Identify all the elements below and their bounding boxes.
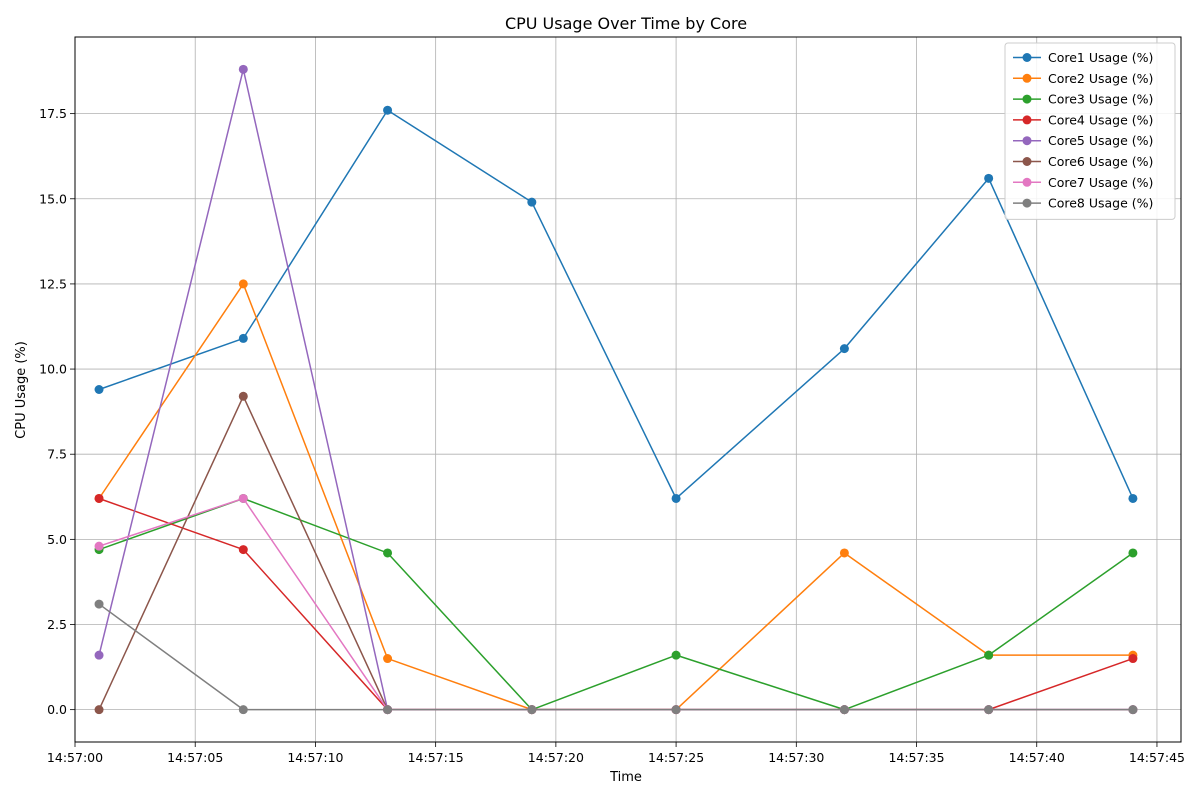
plot-frame (74, 36, 1182, 743)
legend-marker (1022, 177, 1032, 187)
data-point (94, 650, 104, 660)
chart-title: CPU Usage Over Time by Core (505, 14, 747, 33)
y-tick-label: 5.0 (47, 532, 67, 547)
legend-item: Core7 Usage (%) (1013, 175, 1153, 190)
data-point (984, 650, 994, 660)
legend-marker (1022, 94, 1032, 104)
data-point (671, 493, 681, 503)
data-point (1128, 548, 1138, 558)
x-tick-label: 14:57:40 (1009, 750, 1065, 765)
series-core8 (94, 599, 1138, 715)
legend: Core1 Usage (%) Core2 Usage (%) Core3 Usag… (1004, 42, 1176, 220)
legend-item: Core1 Usage (%) (1013, 50, 1153, 65)
legend-label: Core8 Usage (%) (1048, 196, 1153, 211)
data-point (383, 548, 393, 558)
legend-marker (1022, 198, 1032, 208)
data-point (671, 705, 681, 715)
data-point (671, 650, 681, 660)
data-point (94, 599, 104, 609)
legend-item: Core2 Usage (%) (1013, 71, 1153, 86)
legend-item: Core5 Usage (%) (1013, 133, 1153, 148)
data-point (238, 493, 248, 503)
data-point (94, 541, 104, 551)
data-point (238, 545, 248, 555)
legend-item: Core3 Usage (%) (1013, 92, 1153, 107)
y-axis: 0.0 2.5 5.0 7.5 10.0 12.5 15.0 17.5 (39, 106, 75, 717)
x-axis: 14:57:00 14:57:05 14:57:10 14:57:15 14:57:20… (47, 742, 1185, 765)
data-point (984, 173, 994, 183)
legend-marker (1022, 53, 1032, 62)
y-tick-label: 15.0 (39, 191, 67, 206)
data-point (238, 705, 248, 715)
x-tick-label: 14:57:30 (768, 750, 824, 765)
series-line (98, 603, 1133, 711)
legend-label: Core6 Usage (%) (1048, 154, 1153, 169)
data-point (527, 197, 537, 207)
data-point (839, 548, 849, 558)
series-line (98, 109, 1134, 500)
legend-box (1004, 42, 1176, 220)
y-tick-label: 0.0 (47, 702, 67, 717)
series-core1 (94, 105, 1138, 503)
x-tick-label: 14:57:35 (888, 750, 944, 765)
y-tick-label: 12.5 (39, 276, 67, 291)
data-point (94, 705, 104, 715)
y-tick-label: 10.0 (39, 362, 67, 377)
data-point (984, 705, 994, 715)
y-tick-label: 7.5 (47, 447, 67, 462)
data-point (94, 385, 104, 394)
data-point (383, 705, 393, 715)
data-point (1128, 493, 1138, 503)
legend-marker (1022, 73, 1032, 83)
legend-label: Core4 Usage (%) (1048, 112, 1153, 127)
series-layer (94, 64, 1138, 715)
data-point (238, 279, 248, 289)
legend-label: Core7 Usage (%) (1048, 175, 1153, 190)
data-point (383, 105, 393, 115)
data-point (1128, 705, 1138, 715)
data-point (839, 344, 849, 354)
data-point (94, 493, 104, 503)
legend-marker (1022, 157, 1032, 166)
legend-item: Core6 Usage (%) (1013, 154, 1153, 169)
data-point (383, 654, 393, 664)
legend-item: Core8 Usage (%) (1013, 196, 1153, 211)
x-tick-label: 14:57:15 (408, 750, 464, 765)
x-tick-label: 14:57:00 (47, 750, 103, 765)
legend-label: Core2 Usage (%) (1048, 71, 1153, 86)
legend-item: Core4 Usage (%) (1013, 112, 1153, 127)
legend-label: Core3 Usage (%) (1048, 92, 1153, 107)
y-axis-label: CPU Usage (%) (14, 341, 29, 439)
y-tick-label: 17.5 (39, 106, 67, 121)
data-point (238, 333, 248, 343)
x-tick-label: 14:57:20 (528, 750, 584, 765)
x-tick-label: 14:57:10 (287, 750, 343, 765)
legend-label: Core1 Usage (%) (1048, 50, 1153, 65)
x-tick-label: 14:57:45 (1129, 750, 1185, 765)
series-line (98, 497, 1134, 711)
data-point (1128, 654, 1138, 664)
legend-marker (1022, 136, 1032, 146)
y-tick-label: 2.5 (47, 617, 67, 632)
x-axis-label: Time (609, 770, 642, 785)
x-tick-label: 14:57:05 (167, 750, 223, 765)
x-tick-label: 14:57:25 (648, 750, 704, 765)
data-point (238, 64, 248, 74)
data-point (839, 705, 849, 715)
data-point (238, 391, 248, 401)
legend-label: Core5 Usage (%) (1048, 133, 1153, 148)
data-point (527, 705, 537, 715)
legend-marker (1022, 115, 1032, 125)
